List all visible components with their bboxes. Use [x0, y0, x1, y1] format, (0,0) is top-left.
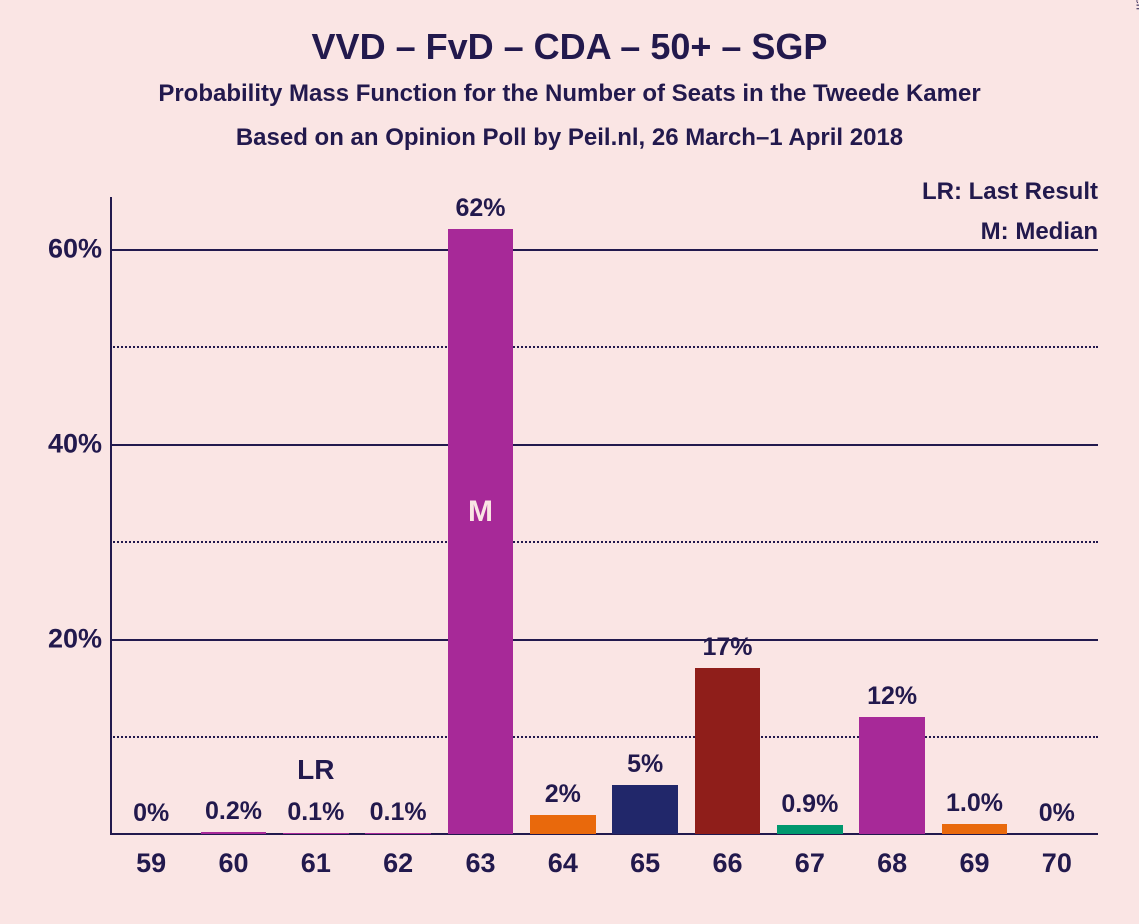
x-tick-label: 59 [136, 848, 166, 879]
gridline-minor [110, 541, 1098, 543]
bar-value-label: 17% [702, 633, 752, 662]
chart-title: VVD – FvD – CDA – 50+ – SGP [0, 26, 1139, 68]
bar-median-label: M [468, 495, 493, 529]
gridline-major [110, 444, 1098, 446]
bar-value-label: 0% [133, 799, 169, 828]
bar-value-label: 2% [545, 780, 581, 809]
bar: 62%M [448, 229, 514, 834]
bar-value-label: 12% [867, 682, 917, 711]
y-tick-label: 40% [48, 428, 102, 459]
copyright-text: © 2020 Filip van Laenen [1133, 0, 1139, 10]
chart-container: VVD – FvD – CDA – 50+ – SGP Probability … [0, 0, 1139, 924]
plot-area: LR: Last Result M: Median 20%40%60%590%6… [110, 200, 1098, 834]
x-tick-label: 63 [465, 848, 495, 879]
bar: 1.0% [942, 824, 1008, 834]
bar: 0.9% [777, 825, 843, 834]
bar-value-label: 0% [1039, 799, 1075, 828]
gridline-major [110, 639, 1098, 641]
legend-lr: LR: Last Result [922, 178, 1098, 206]
x-tick-label: 62 [383, 848, 413, 879]
x-tick-label: 61 [301, 848, 331, 879]
x-tick-label: 68 [877, 848, 907, 879]
bar-lr-label: LR [297, 754, 334, 786]
bar-value-label: 0.1% [287, 798, 344, 827]
x-tick-label: 70 [1042, 848, 1072, 879]
bar: 5% [612, 785, 678, 834]
bar: 0.2% [201, 832, 267, 834]
x-tick-label: 66 [712, 848, 742, 879]
bar-value-label: 1.0% [946, 789, 1003, 818]
bar: 0.1% [365, 833, 431, 834]
chart-subtitle-1: Probability Mass Function for the Number… [0, 80, 1139, 108]
x-tick-label: 65 [630, 848, 660, 879]
bar-value-label: 0.1% [370, 798, 427, 827]
x-tick-label: 67 [795, 848, 825, 879]
bar-value-label: 5% [627, 750, 663, 779]
x-tick-label: 60 [218, 848, 248, 879]
x-tick-label: 64 [548, 848, 578, 879]
bar: 12% [859, 717, 925, 834]
bar: 0.1%LR [283, 833, 349, 834]
bar-value-label: 0.2% [205, 797, 262, 826]
chart-subtitle-2: Based on an Opinion Poll by Peil.nl, 26 … [0, 124, 1139, 152]
bar-value-label: 0.9% [781, 790, 838, 819]
y-tick-label: 60% [48, 233, 102, 264]
gridline-minor [110, 736, 1098, 738]
bar-value-label: 62% [455, 194, 505, 223]
y-tick-label: 20% [48, 623, 102, 654]
bar: 17% [695, 668, 761, 834]
gridline-major [110, 249, 1098, 251]
legend-m: M: Median [981, 218, 1098, 246]
bar: 2% [530, 815, 596, 835]
x-tick-label: 69 [959, 848, 989, 879]
gridline-minor [110, 346, 1098, 348]
